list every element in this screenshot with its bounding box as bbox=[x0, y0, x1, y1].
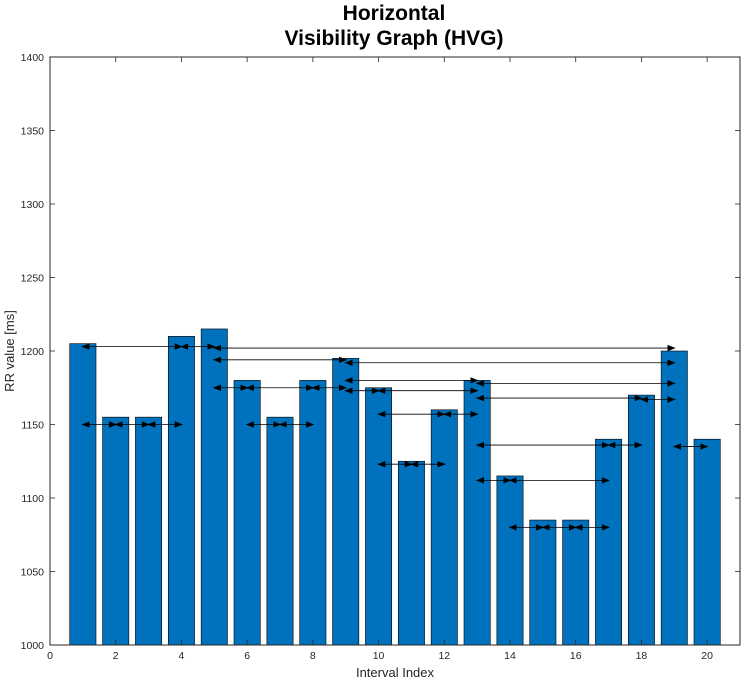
x-tick-label-8: 8 bbox=[310, 650, 316, 662]
bar-interval-20 bbox=[693, 438, 721, 646]
x-axis-ticks: 0 2 4 6 8 10 12 14 16 18 20 bbox=[47, 57, 713, 662]
bar-interval-18 bbox=[627, 394, 655, 646]
bar-interval-14 bbox=[496, 475, 524, 646]
bar-interval-6 bbox=[233, 380, 261, 646]
y-axis-ticks: 1000 1050 1100 1150 1200 1250 1300 1350 1400 bbox=[21, 52, 740, 652]
x-tick-label-10: 10 bbox=[373, 650, 385, 662]
bar-interval-4 bbox=[167, 335, 195, 646]
bar-interval-1 bbox=[69, 343, 97, 646]
y-tick-label-1400: 1400 bbox=[21, 52, 45, 64]
y-tick-label-1350: 1350 bbox=[21, 126, 45, 138]
bar-interval-19 bbox=[660, 350, 688, 646]
chart-title-line-1: Horizontal bbox=[343, 2, 446, 25]
x-tick-label-4: 4 bbox=[179, 650, 185, 662]
bar-interval-5 bbox=[200, 328, 228, 646]
bar-interval-16 bbox=[562, 519, 590, 646]
bar-interval-10 bbox=[365, 387, 393, 646]
bar-interval-3 bbox=[135, 416, 163, 646]
x-tick-label-16: 16 bbox=[570, 650, 582, 662]
bar-interval-11 bbox=[397, 460, 425, 646]
bar-interval-17 bbox=[595, 438, 623, 646]
x-tick-label-6: 6 bbox=[244, 650, 250, 662]
bar-interval-7 bbox=[266, 416, 294, 646]
bar-interval-13 bbox=[463, 380, 491, 646]
x-tick-label-2: 2 bbox=[113, 650, 119, 662]
bar-interval-2 bbox=[102, 416, 130, 646]
x-tick-label-14: 14 bbox=[504, 650, 516, 662]
x-tick-label-20: 20 bbox=[701, 650, 713, 662]
bar-interval-15 bbox=[529, 519, 557, 646]
bar-interval-9 bbox=[332, 358, 360, 646]
y-tick-label-1200: 1200 bbox=[21, 346, 45, 358]
y-tick-label-1100: 1100 bbox=[21, 493, 44, 505]
chart-title-line-2: Visibility Graph (HVG) bbox=[285, 27, 504, 50]
bars-layer bbox=[69, 328, 721, 646]
x-tick-label-12: 12 bbox=[438, 650, 450, 662]
y-tick-label-1300: 1300 bbox=[21, 199, 45, 211]
x-axis-label: Interval Index bbox=[356, 665, 435, 680]
bar-interval-12 bbox=[430, 409, 458, 646]
x-tick-label-0: 0 bbox=[47, 650, 53, 662]
y-tick-label-1150: 1150 bbox=[21, 420, 44, 432]
y-axis-label: RR value [ms] bbox=[2, 310, 17, 392]
x-tick-label-18: 18 bbox=[636, 650, 648, 662]
bar-interval-8 bbox=[299, 380, 327, 646]
y-tick-label-1000: 1000 bbox=[21, 640, 45, 652]
visibility-edges-layer bbox=[81, 343, 709, 531]
y-tick-label-1050: 1050 bbox=[21, 567, 45, 579]
y-tick-label-1250: 1250 bbox=[21, 273, 45, 285]
